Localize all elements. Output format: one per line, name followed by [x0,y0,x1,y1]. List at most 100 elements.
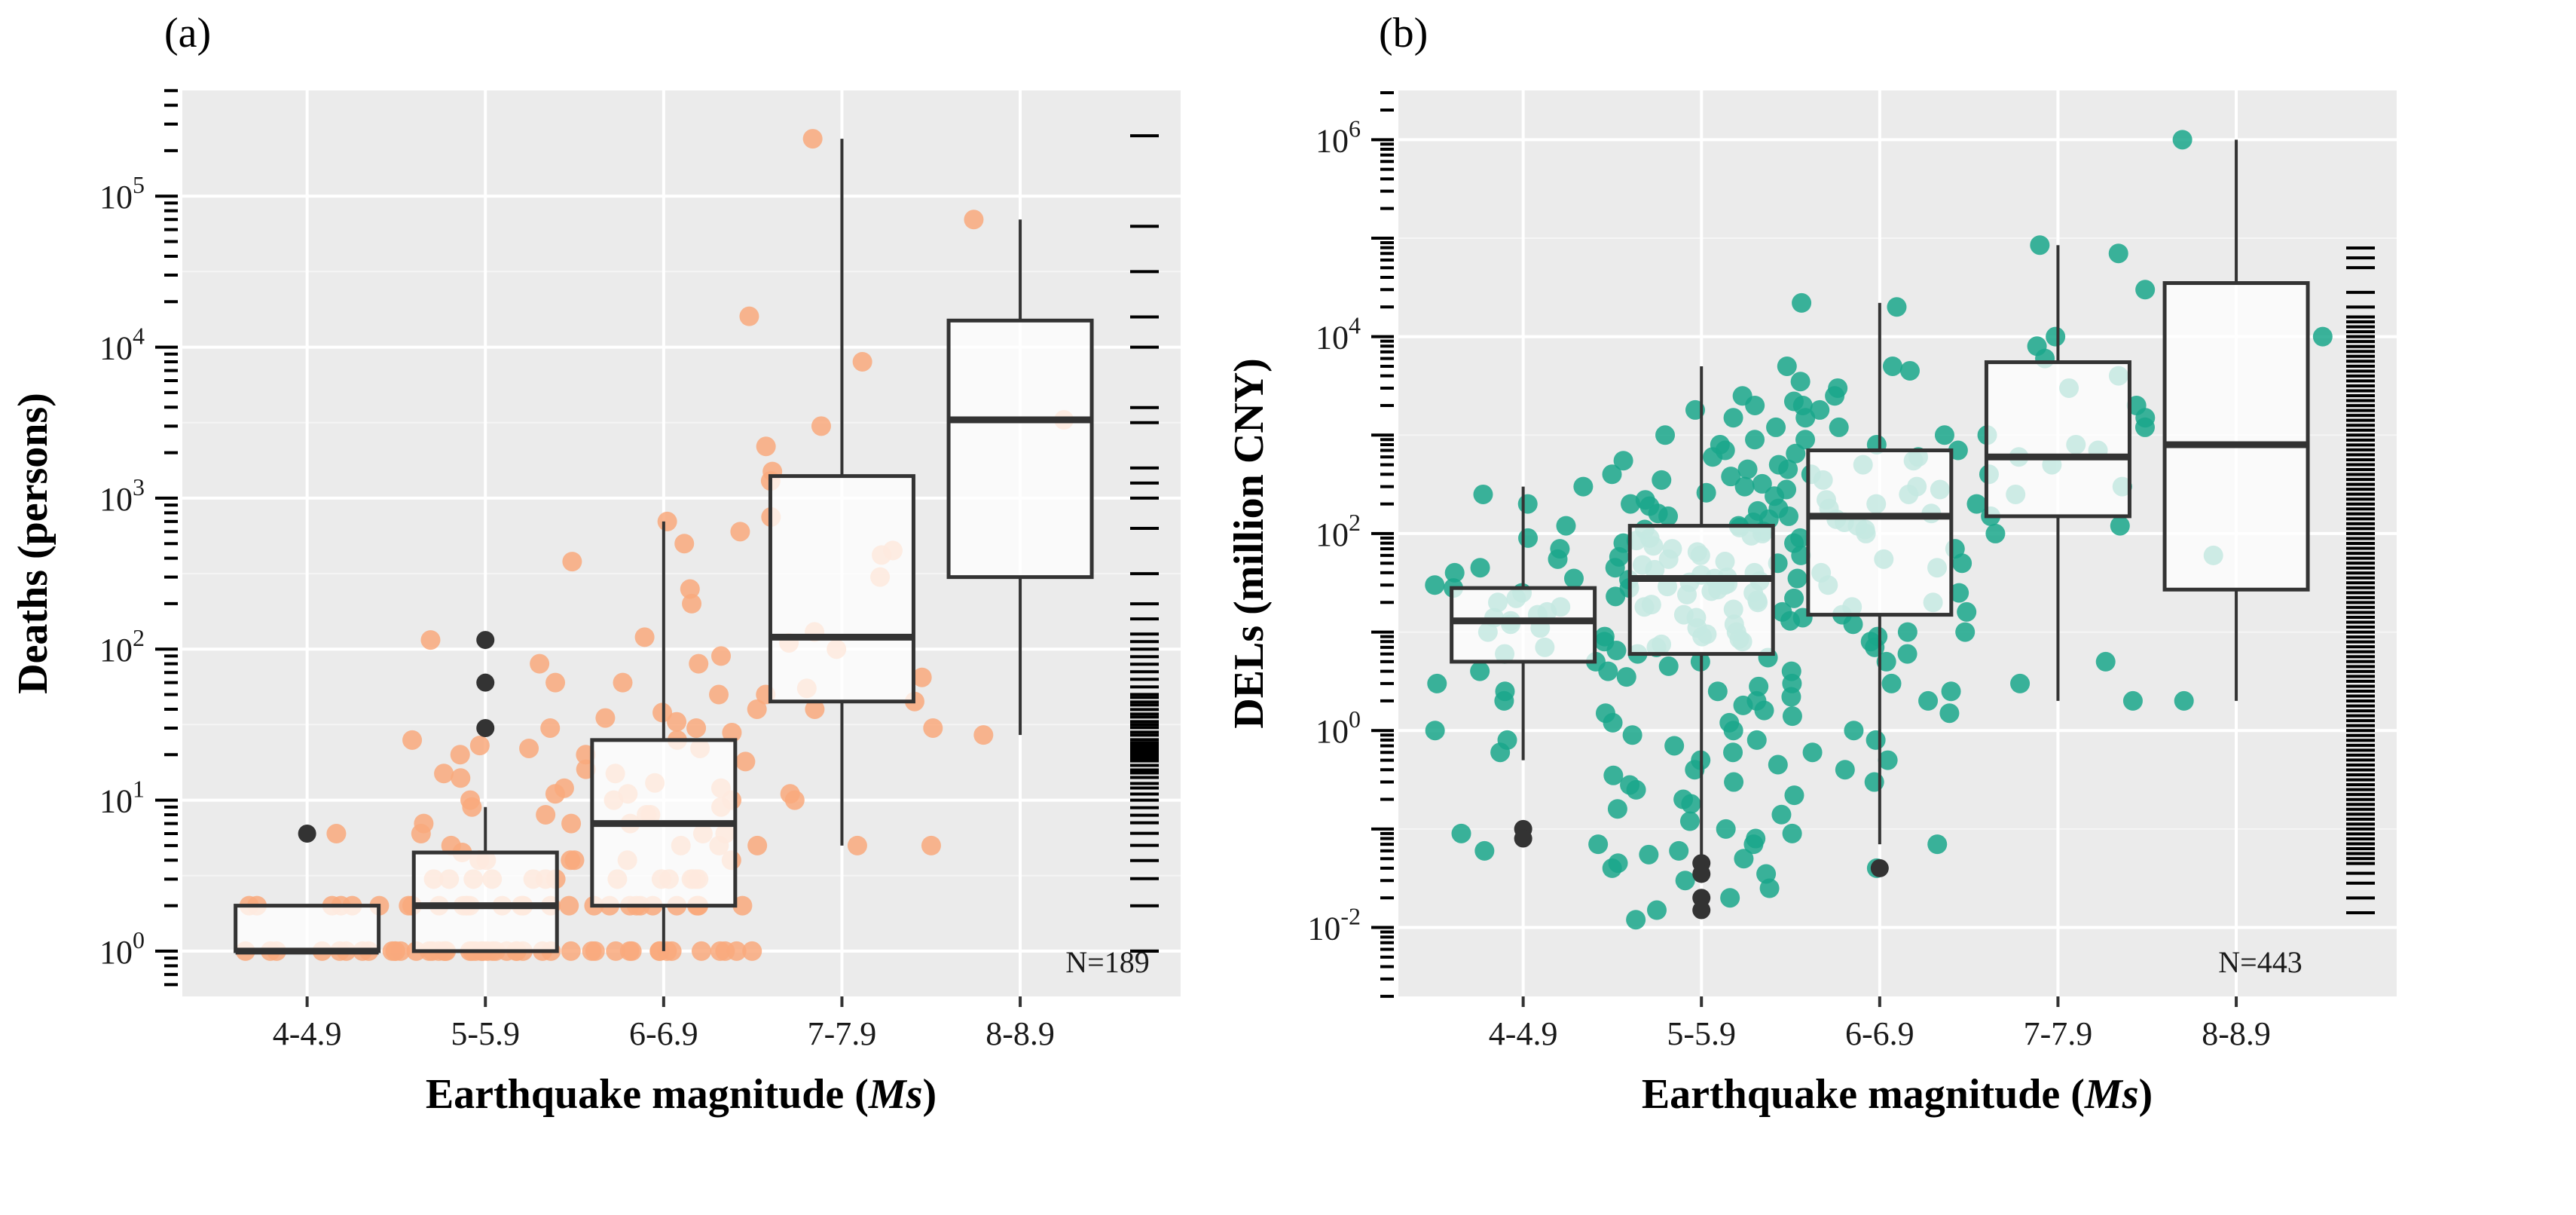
data-point [722,722,742,742]
data-point [1626,910,1646,930]
data-point [1652,470,1672,490]
panel-a-y-axis: 100 101 102 103 104 105 [99,89,178,987]
data-point [1681,794,1701,814]
data-point [1473,484,1493,504]
panel-b-rug [2346,246,2375,914]
data-point [1720,888,1740,908]
data-point [1957,601,1977,622]
data-point [1759,878,1780,898]
data-point [1621,494,1641,514]
data-point [912,667,932,687]
data-point [1778,459,1798,479]
outlier-point [1692,865,1711,883]
outlier-point [1870,858,1889,877]
data-point [921,835,941,855]
data-point [1781,687,1801,707]
data-point [634,627,655,647]
data-point [649,941,670,961]
data-point [726,941,747,961]
data-point [326,824,347,844]
x-tick-label: 8-8.9 [2202,1015,2271,1052]
data-point [756,436,776,457]
data-point [735,751,756,772]
box-iqr [946,318,1094,580]
data-point [1703,447,1723,467]
data-point [1603,765,1624,785]
y-tick-label: 106 [1316,115,1361,159]
data-point [1556,516,1576,536]
data-point [1723,721,1743,741]
data-point [536,804,556,825]
data-point [1745,395,1765,415]
data-point [1777,356,1797,376]
y-tick-label: 10-2 [1307,903,1361,947]
data-point [747,699,767,719]
data-point [2312,326,2333,347]
data-point [1939,703,1960,724]
data-point [2172,130,2193,150]
data-point [469,736,490,756]
data-point [1696,482,1716,503]
data-point [434,764,454,784]
data-point [739,306,759,326]
data-point [2030,235,2050,256]
box-iqr [1450,586,1597,664]
data-point [1752,473,1772,494]
y-tick-label: 101 [99,776,145,820]
box-iqr [1806,448,1954,617]
panel-b-y-axis: 10-2 100 102 104 106 [1307,90,1394,998]
data-point [747,835,768,855]
data-point [1802,742,1823,763]
data-point [1784,785,1804,806]
x-tick-label: 6-6.9 [629,1015,698,1052]
data-point [667,712,687,732]
data-point [1952,553,1972,574]
data-point [1754,700,1774,721]
data-point [1948,440,1968,461]
data-point [1707,681,1728,702]
data-point [1734,476,1755,497]
data-point [561,941,581,961]
outlier-point [298,825,316,843]
data-point [1829,417,1849,437]
panel-b-x-axis-title: Earthquake magnitude (Ms) [1642,1071,2153,1118]
data-point [1791,545,1811,565]
y-tick-label: 104 [99,323,145,367]
data-point [561,850,581,871]
data-point [462,797,482,817]
data-point [1563,568,1584,589]
data-point [709,684,729,705]
panel-b-boxes [1450,139,2310,920]
data-point [1899,360,1920,381]
data-point [689,653,709,674]
data-point [1949,583,1969,603]
data-point [742,941,762,961]
data-point [847,835,867,855]
data-point [1425,721,1445,741]
data-point [1451,823,1471,843]
data-point [2108,243,2128,264]
data-point [1733,695,1753,715]
data-point [1494,690,1514,711]
data-point [805,699,825,719]
data-point [710,941,730,961]
data-point [1588,834,1609,855]
panel-b-n-label: N=443 [2218,945,2302,979]
data-point [1782,823,1802,843]
data-point [619,941,640,961]
data-point [1985,523,2006,543]
data-point [385,941,405,961]
y-tick-label: 105 [99,171,145,216]
data-point [2046,326,2066,347]
box-iqr [1984,360,2131,519]
data-point [1876,651,1896,672]
data-point [1934,425,1954,445]
data-point [1795,408,1816,428]
data-point [613,672,633,693]
data-point [1810,399,1830,420]
data-point [1606,586,1626,607]
data-point [1655,425,1676,445]
panel-a-deaths: (a) 100 101 102 103 104 105 4-4.9 5-5.9 6-6.9 7-… [10,10,1181,1118]
data-point [1966,494,1987,514]
data-point [1548,549,1568,569]
